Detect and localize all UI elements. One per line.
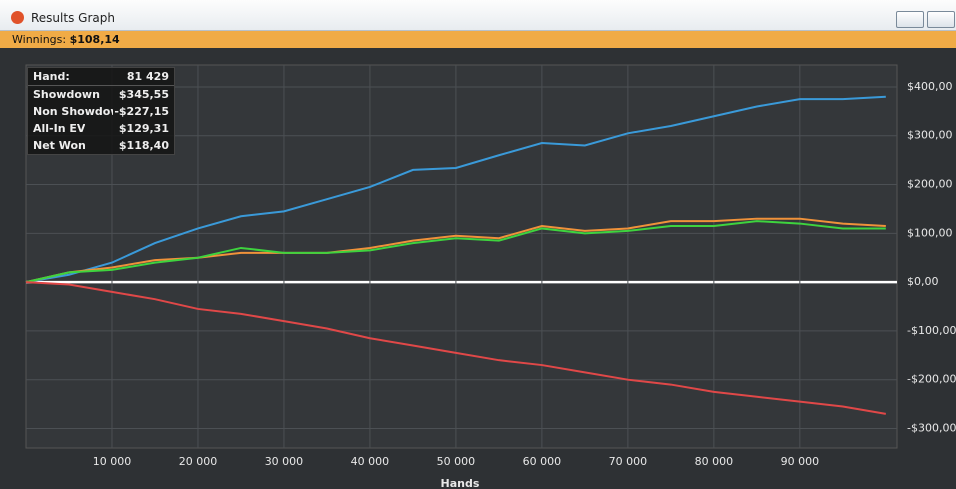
x-axis-label: Hands <box>441 477 480 489</box>
x-tick-label: 90 000 <box>781 455 820 468</box>
stats-value: 81 429 <box>126 70 169 83</box>
stats-row: Hand: 81 429 <box>28 68 174 86</box>
stats-label: Hand: <box>33 70 70 83</box>
stats-label: Showdown <box>33 88 100 101</box>
window-title: Results Graph <box>31 11 115 25</box>
stats-row: All-In EV $129,31 <box>28 120 174 137</box>
winnings-value: $108,14 <box>69 33 120 46</box>
app-icon <box>11 11 24 24</box>
stats-label: Non Showdown <box>33 105 113 118</box>
y-tick-label: $100,00 <box>907 226 953 239</box>
stats-value: $118,40 <box>118 139 169 152</box>
restore-button[interactable] <box>927 11 955 28</box>
series-line <box>25 220 886 284</box>
stats-value: $129,31 <box>118 122 169 135</box>
winnings-bar: Winnings: $108,14 <box>0 31 956 48</box>
x-tick-label: 40 000 <box>351 455 390 468</box>
series-line <box>25 217 886 284</box>
y-tick-label: -$100,00 <box>907 324 956 337</box>
x-tick-label: 20 000 <box>179 455 218 468</box>
x-tick-label: 80 000 <box>695 455 734 468</box>
x-tick-label: 10 000 <box>93 455 132 468</box>
series-line <box>25 95 886 284</box>
y-tick-label: -$300,00 <box>907 421 956 434</box>
y-tick-label: $200,00 <box>907 178 953 191</box>
x-tick-label: 60 000 <box>523 455 562 468</box>
winnings-label: Winnings: <box>12 33 67 46</box>
stats-value: $345,55 <box>118 88 169 101</box>
x-tick-label: 30 000 <box>265 455 304 468</box>
title-bar: Results Graph <box>0 0 956 31</box>
series-line <box>25 281 886 415</box>
y-tick-label: $300,00 <box>907 129 953 142</box>
stats-row: Non Showdown-$227,15 <box>28 103 174 120</box>
y-tick-label: $400,00 <box>907 80 953 93</box>
x-tick-label: 70 000 <box>609 455 648 468</box>
x-tick-label: 50 000 <box>437 455 476 468</box>
y-tick-label: $0,00 <box>907 275 939 288</box>
stats-box: Hand: 81 429 Showdown $345,55 Non Showdown-$… <box>27 67 175 155</box>
stats-label: Net Won <box>33 139 86 152</box>
stats-value: -$227,15 <box>114 105 169 118</box>
stats-row: Net Won $118,40 <box>28 137 174 154</box>
stats-label: All-In EV <box>33 122 86 135</box>
stats-row: Showdown $345,55 <box>28 86 174 103</box>
minimize-button[interactable] <box>896 11 924 28</box>
y-tick-label: -$200,00 <box>907 373 956 386</box>
